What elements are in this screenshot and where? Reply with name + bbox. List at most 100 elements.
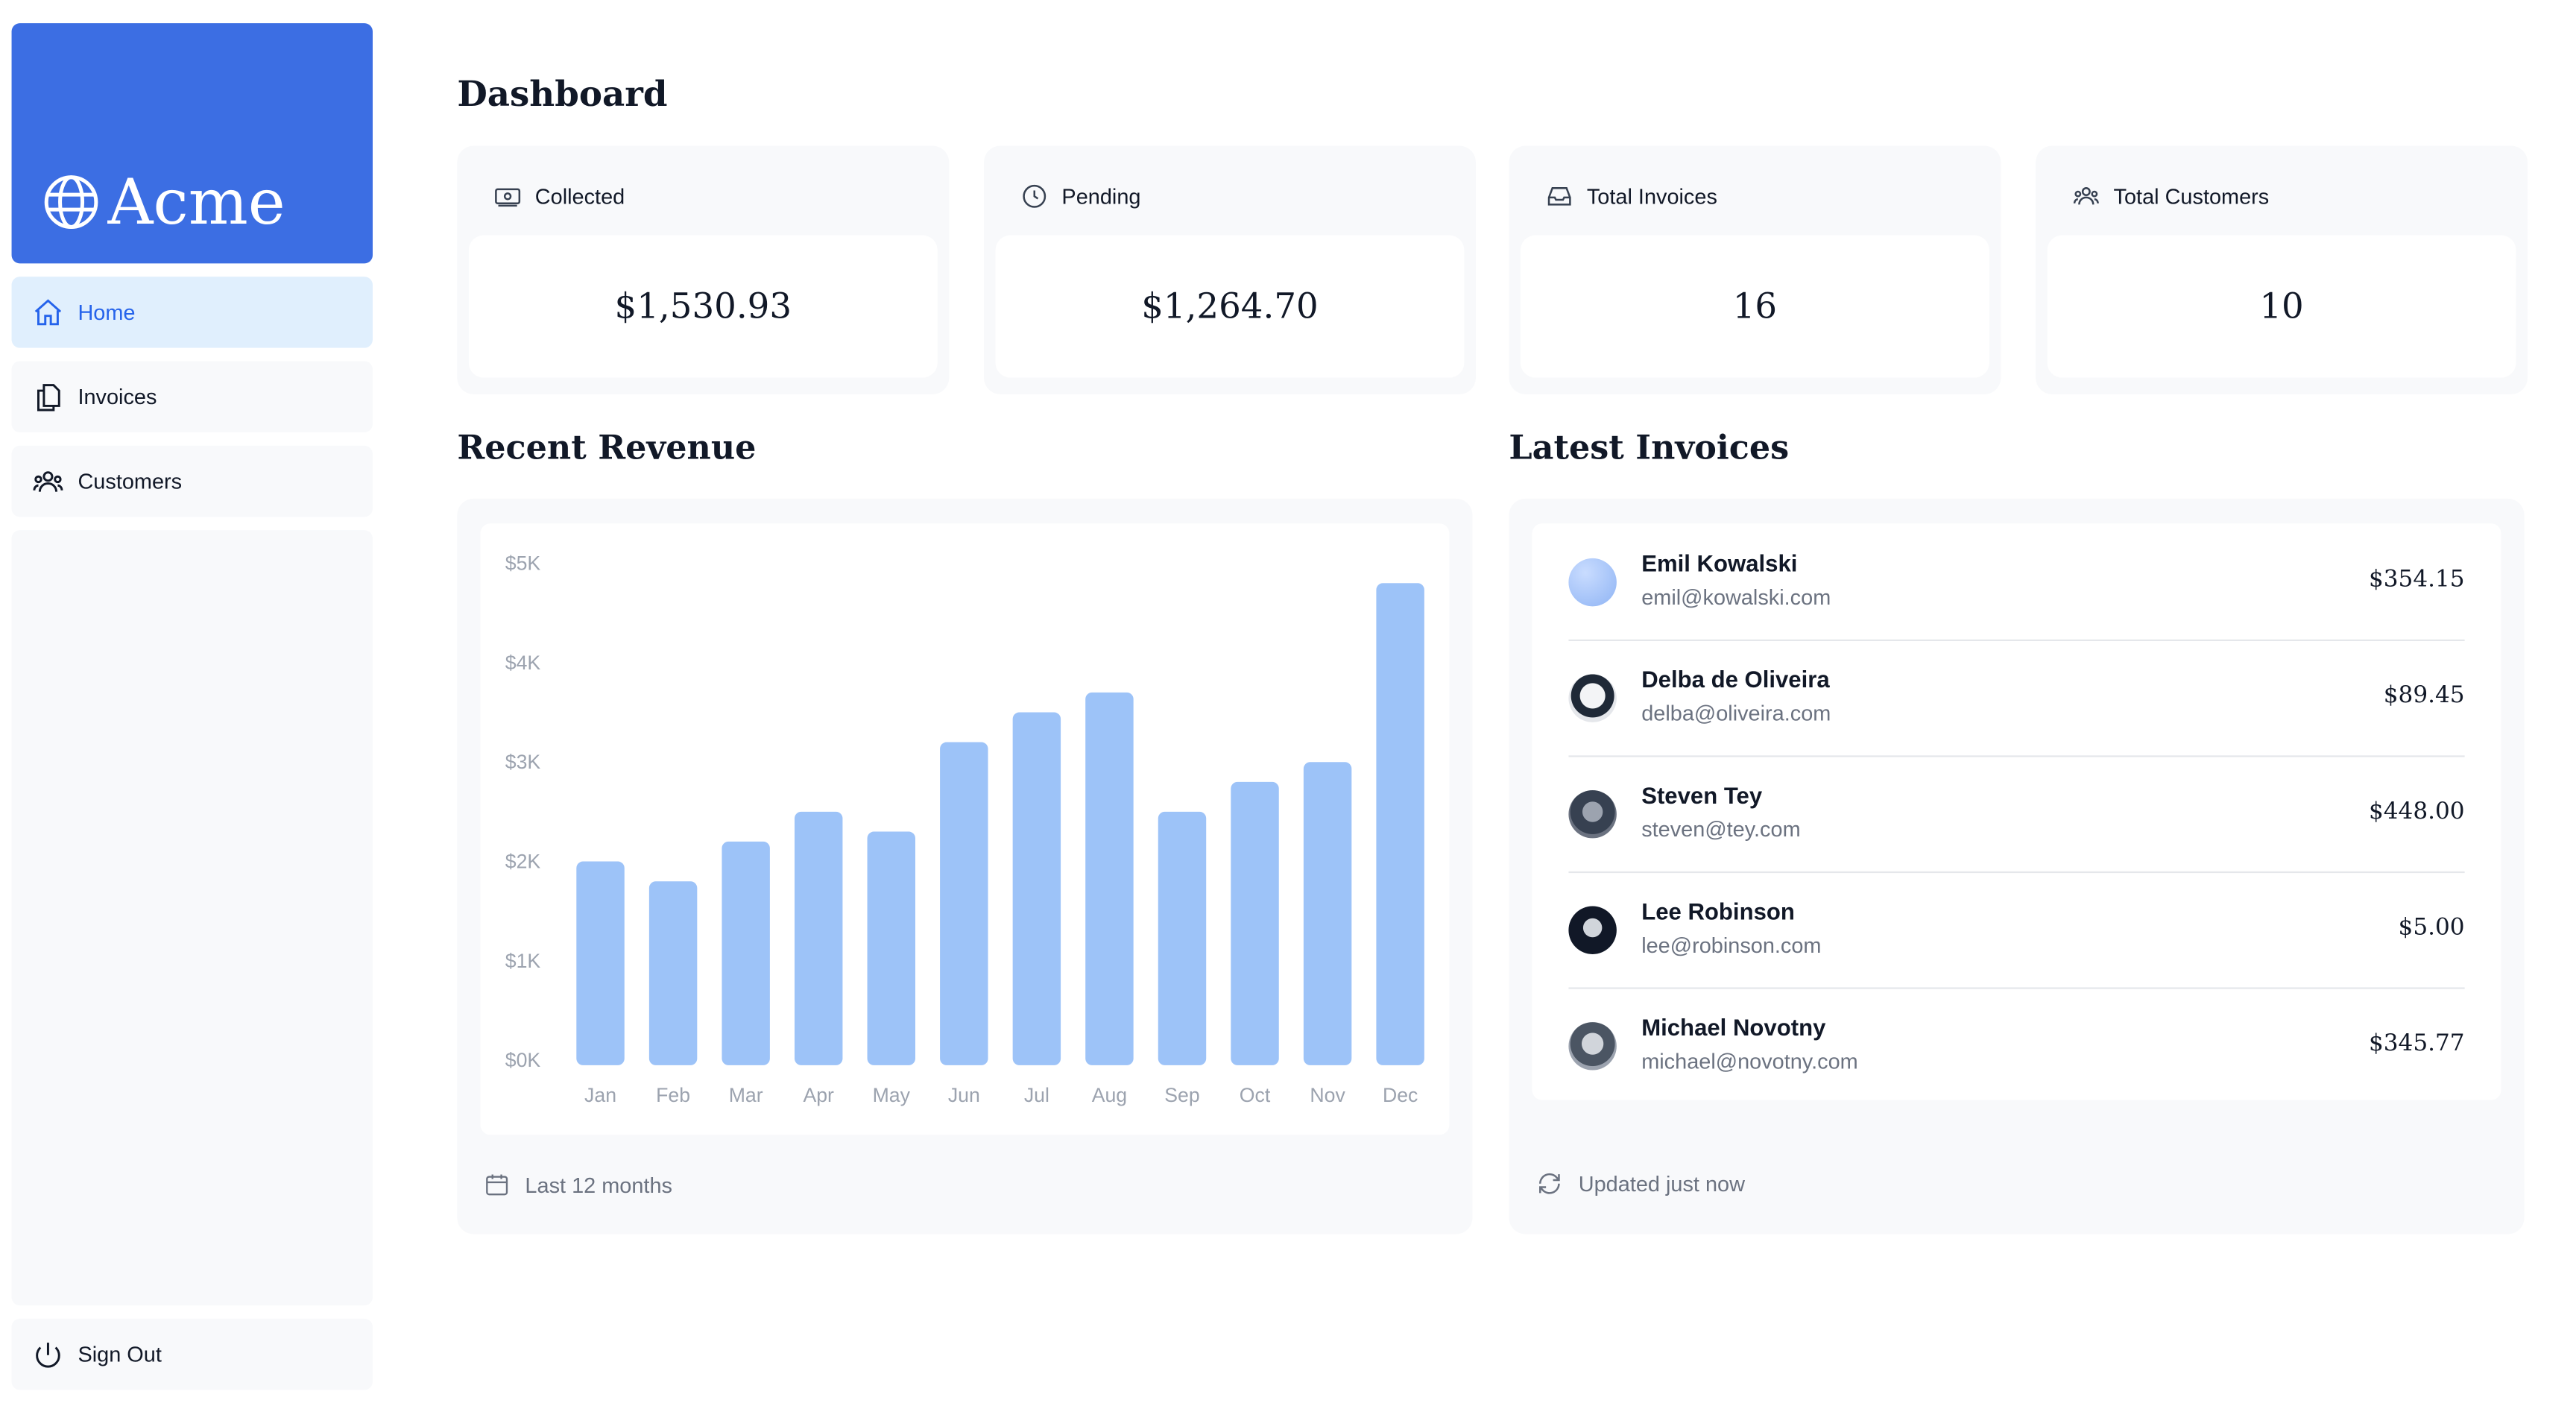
invoice-customer-email: michael@novotny.com: [1641, 1048, 1858, 1073]
invoice-list: Emil Kowalski emil@kowalski.com $354.15 …: [1532, 523, 2501, 1100]
latest-invoices-panel: Emil Kowalski emil@kowalski.com $354.15 …: [1509, 498, 2525, 1235]
calendar-icon: [486, 1174, 508, 1196]
globe-icon: [44, 175, 98, 229]
revenue-bar-apr[interactable]: [794, 811, 843, 1065]
acme-logo[interactable]: Acme: [11, 23, 373, 264]
x-tick-label: Jan: [584, 1084, 616, 1106]
sidebar: Acme Home Invoices Customers: [11, 23, 373, 1392]
sidebar-item-label: Home: [78, 300, 136, 325]
invoice-amount: $345.77: [2368, 1030, 2465, 1057]
refresh-icon: [1539, 1173, 1560, 1194]
card-value: $1,264.70: [995, 235, 1465, 378]
invoice-row[interactable]: Emil Kowalski emil@kowalski.com $354.15: [1568, 523, 2465, 641]
sidebar-item-label: Customers: [78, 468, 183, 494]
revenue-bar-jan[interactable]: [576, 861, 625, 1065]
y-tick-label: $1K: [505, 950, 541, 972]
x-tick-label: Mar: [729, 1084, 763, 1106]
revenue-bar-mar[interactable]: [722, 841, 770, 1065]
sidebar-item-invoices[interactable]: Invoices: [11, 361, 373, 432]
banknotes-icon: [495, 188, 521, 207]
revenue-bar-feb[interactable]: [648, 881, 698, 1065]
invoice-row[interactable]: Lee Robinson lee@robinson.com $5.00: [1568, 871, 2465, 989]
y-tick-label: $3K: [505, 751, 541, 773]
y-tick-label: $0K: [505, 1049, 541, 1071]
document-icon: [37, 383, 60, 411]
logo-text: Acme: [107, 165, 285, 239]
sidebar-item-home[interactable]: Home: [11, 277, 373, 348]
card-value: 16: [1520, 235, 1989, 378]
invoice-customer-email: delba@oliveira.com: [1641, 700, 1831, 726]
revenue-bar-jul[interactable]: [1012, 712, 1061, 1065]
revenue-bar-may[interactable]: [867, 831, 915, 1065]
clock-icon: [1023, 184, 1046, 208]
invoice-amount: $89.45: [2383, 682, 2465, 710]
y-tick-label: $2K: [505, 850, 541, 872]
recent-revenue-title: Recent Revenue: [457, 427, 757, 467]
revenue-bar-jun[interactable]: [940, 742, 988, 1065]
x-tick-label: Feb: [656, 1084, 690, 1106]
revenue-panel: $0K $1K $2K $3K $4K $5K Jan Feb Mar Apr May Jun Jul A…: [457, 498, 1473, 1235]
x-tick-label: Oct: [1240, 1084, 1271, 1106]
invoice-customer-name: Steven Tey: [1641, 781, 1763, 809]
avatar: [1568, 558, 1617, 607]
power-icon: [36, 1341, 60, 1367]
sidebar-item-customers[interactable]: Customers: [11, 445, 373, 517]
sign-out-label: Sign Out: [78, 1341, 162, 1367]
revenue-bar-dec[interactable]: [1376, 583, 1424, 1065]
card-total-customers: Total Customers 10: [2036, 145, 2528, 394]
x-tick-label: Jul: [1024, 1084, 1049, 1106]
users-icon: [2073, 187, 2099, 205]
revenue-bar-nov[interactable]: [1303, 762, 1352, 1065]
x-tick-label: Nov: [1310, 1084, 1345, 1106]
sign-out-button[interactable]: Sign Out: [11, 1318, 373, 1390]
users-icon: [33, 470, 63, 491]
invoice-row[interactable]: Delba de Oliveira delba@oliveira.com $89…: [1568, 640, 2465, 757]
invoice-customer-email: lee@robinson.com: [1641, 933, 1822, 958]
card-value: 10: [2047, 235, 2516, 378]
revenue-footer-label: Last 12 months: [525, 1172, 672, 1197]
sidebar-spacer: [11, 530, 373, 1306]
invoice-customer-email: emil@kowalski.com: [1641, 584, 1831, 610]
revenue-footer: Last 12 months: [484, 1171, 672, 1198]
x-tick-label: Dec: [1383, 1084, 1418, 1106]
card-label: Collected: [534, 183, 625, 209]
avatar: [1568, 789, 1617, 839]
x-tick-label: Sep: [1164, 1084, 1199, 1106]
invoice-amount: $354.15: [2368, 566, 2465, 593]
avatar: [1568, 906, 1617, 954]
invoice-amount: $5.00: [2398, 914, 2465, 942]
revenue-chart-svg: $0K $1K $2K $3K $4K $5K Jan Feb Mar Apr May Jun Jul A…: [505, 552, 1424, 1106]
invoice-row[interactable]: Steven Tey steven@tey.com $448.00: [1568, 755, 2465, 874]
invoice-customer-name: Delba de Oliveira: [1641, 666, 1830, 693]
card-total-invoices: Total Invoices 16: [1509, 145, 2001, 394]
x-tick-label: Aug: [1092, 1084, 1127, 1106]
page-title: Dashboard: [457, 72, 668, 115]
card-collected: Collected $1,530.93: [457, 145, 950, 394]
x-tick-label: Apr: [803, 1084, 834, 1106]
inbox-icon: [1547, 187, 1571, 206]
latest-invoices-footer-label: Updated just now: [1578, 1171, 1745, 1197]
x-tick-label: Jun: [948, 1084, 980, 1106]
card-label: Total Invoices: [1586, 183, 1717, 209]
avatar: [1568, 1022, 1617, 1071]
invoice-customer-email: steven@tey.com: [1641, 816, 1801, 842]
avatar: [1568, 674, 1617, 722]
y-tick-label: $5K: [505, 552, 541, 574]
revenue-bar-aug[interactable]: [1085, 692, 1134, 1065]
x-tick-label: May: [873, 1084, 911, 1106]
card-value: $1,530.93: [468, 235, 938, 378]
revenue-chart: $0K $1K $2K $3K $4K $5K Jan Feb Mar Apr May Jun Jul A…: [480, 523, 1450, 1135]
card-label: Total Customers: [2113, 183, 2270, 209]
revenue-bar-sep[interactable]: [1158, 811, 1207, 1065]
sidebar-item-label: Invoices: [78, 384, 157, 409]
latest-invoices-title: Latest Invoices: [1509, 427, 1790, 467]
invoice-customer-name: Michael Novotny: [1641, 1013, 1826, 1041]
invoice-customer-name: Emil Kowalski: [1641, 549, 1798, 577]
invoice-customer-name: Lee Robinson: [1641, 898, 1795, 924]
latest-invoices-footer: Updated just now: [1535, 1170, 1745, 1198]
revenue-bar-oct[interactable]: [1231, 781, 1279, 1065]
home-icon: [34, 298, 62, 325]
invoice-row[interactable]: Michael Novotny michael@novotny.com $345…: [1568, 987, 2465, 1103]
card-pending: Pending $1,264.70: [983, 145, 1476, 394]
